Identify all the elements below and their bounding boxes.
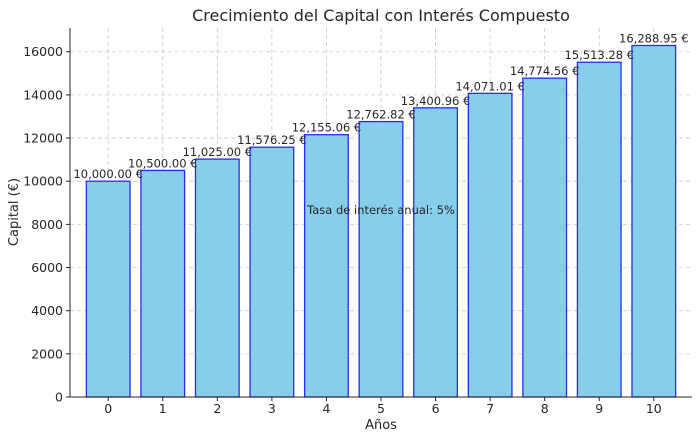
- bar-year-7: [467, 92, 513, 398]
- bar-value-label: 14,774.56 €: [510, 64, 580, 78]
- y-tick-label: 8000: [31, 217, 63, 232]
- x-tick-label: 1: [159, 401, 167, 416]
- bar-year-0: [85, 180, 131, 398]
- bar-value-label: 13,400.96 €: [401, 94, 471, 108]
- bar-value-label: 12,155.06 €: [292, 121, 362, 135]
- x-axis-label: Años: [365, 418, 397, 433]
- x-tick-label: 8: [541, 401, 549, 416]
- y-tick-label: 2000: [31, 346, 63, 361]
- bar-year-6: [413, 107, 459, 398]
- bar-year-3: [249, 146, 295, 398]
- bar-year-8: [522, 77, 568, 398]
- x-tick-label: 4: [322, 401, 330, 416]
- bar-year-1: [140, 169, 186, 398]
- bar-year-5: [358, 120, 404, 398]
- bar-value-label: 12,762.82 €: [346, 108, 416, 122]
- bar-year-9: [576, 61, 622, 398]
- bars: [85, 44, 677, 398]
- y-tick-label: 16000: [23, 44, 63, 59]
- bar-value-label: 15,513.28 €: [564, 48, 634, 62]
- y-tick-label: 6000: [31, 260, 63, 275]
- y-tick-label: 14000: [23, 87, 63, 102]
- x-tick-label: 10: [646, 401, 662, 416]
- y-axis-label: Capital (€): [7, 178, 22, 246]
- bar-year-2: [194, 158, 240, 398]
- chart-title: Crecimiento del Capital con Interés Comp…: [192, 6, 570, 25]
- y-tick-label: 10000: [23, 174, 63, 189]
- x-tick-label: 9: [595, 401, 603, 416]
- x-tick-label: 6: [432, 401, 440, 416]
- x-tick-label: 3: [268, 401, 276, 416]
- x-tick-label: 5: [377, 401, 385, 416]
- y-tick-label: 0: [55, 390, 63, 405]
- x-tick-label: 7: [486, 401, 494, 416]
- x-tick-label: 0: [104, 401, 112, 416]
- y-tick-label: 12000: [23, 131, 63, 146]
- bar-value-label: 10,500.00 €: [128, 156, 198, 170]
- bar-value-label: 11,025.00 €: [183, 145, 253, 159]
- bar-value-label: 16,288.95 €: [619, 32, 689, 46]
- bar-year-4: [303, 134, 349, 398]
- x-tick-label: 2: [213, 401, 221, 416]
- bar-value-label: 11,576.25 €: [237, 133, 307, 147]
- data-labels: 10,000.00 €10,500.00 €11,025.00 €11,576.…: [73, 32, 688, 182]
- interest-rate-annotation: Tasa de interés anual: 5%: [306, 203, 455, 217]
- bar-value-label: 14,071.01 €: [455, 79, 525, 93]
- y-tick-label: 4000: [31, 303, 63, 318]
- bar-value-label: 10,000.00 €: [73, 167, 143, 181]
- bar-year-10: [631, 44, 677, 398]
